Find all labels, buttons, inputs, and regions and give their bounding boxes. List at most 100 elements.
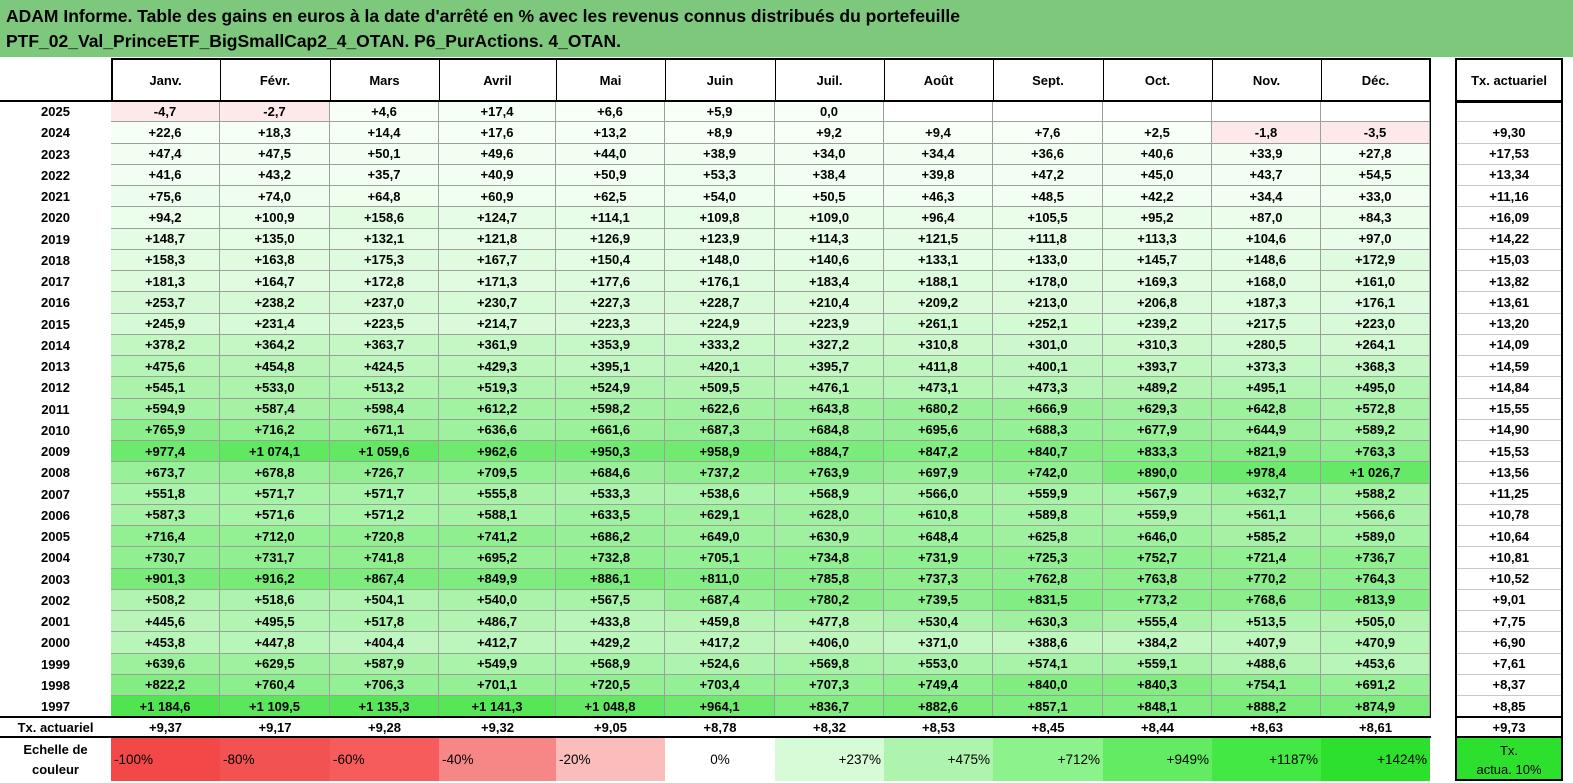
table-cell: +768,6 bbox=[1212, 589, 1321, 611]
annual-rate-cell: +17,53 bbox=[1455, 143, 1563, 165]
table-cell: +568,9 bbox=[775, 483, 884, 505]
table-cell: +763,8 bbox=[1103, 568, 1212, 590]
table-cell: +17,4 bbox=[439, 101, 556, 123]
table-cell: +214,7 bbox=[439, 313, 556, 335]
table-cell: +44,0 bbox=[556, 143, 665, 165]
color-scale-step: +475% bbox=[884, 738, 993, 781]
table-cell: +177,6 bbox=[556, 271, 665, 293]
table-cell: +420,1 bbox=[665, 356, 775, 378]
table-cell: +840,3 bbox=[1103, 674, 1212, 696]
table-cell: +730,7 bbox=[111, 547, 220, 569]
table-cell: +488,6 bbox=[1212, 653, 1321, 675]
table-cell: +161,0 bbox=[1321, 271, 1430, 293]
table-cell: +109,8 bbox=[665, 207, 775, 229]
table-cell: +555,4 bbox=[1103, 611, 1212, 633]
month-header-10: Oct. bbox=[1144, 72, 1171, 88]
table-cell: +495,5 bbox=[220, 611, 330, 633]
table-cell: +176,1 bbox=[1321, 292, 1430, 314]
table-cell: +411,8 bbox=[884, 356, 993, 378]
table-cell: +513,2 bbox=[330, 377, 439, 399]
annual-rate-cell: +9,30 bbox=[1455, 122, 1563, 144]
annual-rate-header: Tx. actuariel bbox=[1471, 72, 1547, 88]
table-cell: +87,0 bbox=[1212, 207, 1321, 229]
table-cell: +371,0 bbox=[884, 632, 993, 654]
table-cell: +572,8 bbox=[1321, 398, 1430, 420]
table-cell: +429,2 bbox=[556, 632, 665, 654]
table-cell: +642,8 bbox=[1212, 398, 1321, 420]
table-cell: +712,0 bbox=[220, 526, 330, 548]
table-cell: +163,8 bbox=[220, 249, 330, 271]
table-cell: +519,3 bbox=[439, 377, 556, 399]
month-header-3: Mars bbox=[369, 72, 400, 88]
table-cell: +739,5 bbox=[884, 589, 993, 611]
table-cell: +50,5 bbox=[775, 186, 884, 208]
table-cell: +716,2 bbox=[220, 419, 330, 441]
color-scale-label: Echelle de couleur bbox=[0, 738, 111, 781]
footer-rate-cell: +9,17 bbox=[220, 717, 330, 738]
table-cell: +847,2 bbox=[884, 441, 993, 463]
table-cell: +33,9 bbox=[1212, 143, 1321, 165]
table-cell: +508,2 bbox=[111, 589, 220, 611]
table-cell: +475,6 bbox=[111, 356, 220, 378]
table-cell: +567,9 bbox=[1103, 483, 1212, 505]
table-cell: +227,3 bbox=[556, 292, 665, 314]
table-cell: +890,0 bbox=[1103, 462, 1212, 484]
table-cell: +477,8 bbox=[775, 611, 884, 633]
year-label: 2000 bbox=[41, 635, 70, 651]
year-label: 2011 bbox=[41, 401, 70, 417]
table-cell: +731,9 bbox=[884, 547, 993, 569]
table-cell: +60,9 bbox=[439, 186, 556, 208]
table-cell: +40,9 bbox=[439, 164, 556, 186]
table-cell: +588,2 bbox=[1321, 483, 1430, 505]
table-cell: +811,0 bbox=[665, 568, 775, 590]
table-cell: +96,4 bbox=[884, 207, 993, 229]
table-cell: +47,2 bbox=[993, 164, 1103, 186]
annual-rate-cell: +11,16 bbox=[1455, 186, 1563, 208]
table-cell: +178,0 bbox=[993, 271, 1103, 293]
table-cell bbox=[1212, 101, 1321, 123]
table-cell bbox=[1321, 101, 1430, 123]
table-cell: +237,0 bbox=[330, 292, 439, 314]
year-label: 2005 bbox=[41, 529, 70, 545]
right-border-body bbox=[1430, 101, 1431, 718]
table-cell: +223,9 bbox=[775, 313, 884, 335]
table-cell: +40,6 bbox=[1103, 143, 1212, 165]
year-label: 2024 bbox=[41, 125, 70, 141]
annual-rate-cell: +14,22 bbox=[1455, 228, 1563, 250]
table-cell: +749,4 bbox=[884, 674, 993, 696]
table-cell: +568,9 bbox=[556, 653, 665, 675]
table-cell: +75,6 bbox=[111, 186, 220, 208]
table-cell: +39,8 bbox=[884, 164, 993, 186]
table-cell: +916,2 bbox=[220, 568, 330, 590]
table-cell: +49,6 bbox=[439, 143, 556, 165]
table-cell: +950,3 bbox=[556, 441, 665, 463]
table-cell: +333,2 bbox=[665, 334, 775, 356]
color-scale-rate: Tx. actua. 10% bbox=[1455, 738, 1563, 781]
table-cell: +17,6 bbox=[439, 122, 556, 144]
table-cell: +770,2 bbox=[1212, 568, 1321, 590]
table-cell: +629,5 bbox=[220, 653, 330, 675]
table-cell: +454,8 bbox=[220, 356, 330, 378]
table-cell: +741,2 bbox=[439, 526, 556, 548]
table-cell: +395,1 bbox=[556, 356, 665, 378]
table-cell: +388,6 bbox=[993, 632, 1103, 654]
table-cell: +495,0 bbox=[1321, 377, 1430, 399]
table-cell: +760,4 bbox=[220, 674, 330, 696]
table-cell: +661,6 bbox=[556, 419, 665, 441]
table-cell: +585,2 bbox=[1212, 526, 1321, 548]
annual-rate-cell: +8,37 bbox=[1455, 674, 1563, 696]
table-cell: +424,5 bbox=[330, 356, 439, 378]
table-cell: -2,7 bbox=[220, 101, 330, 123]
table-cell: +962,6 bbox=[439, 441, 556, 463]
table-cell: +5,9 bbox=[665, 101, 775, 123]
table-cell: +109,0 bbox=[775, 207, 884, 229]
table-cell: +765,9 bbox=[111, 419, 220, 441]
annual-rate-cell: +13,34 bbox=[1455, 164, 1563, 186]
table-cell: +559,9 bbox=[993, 483, 1103, 505]
annual-rate-cell: +14,90 bbox=[1455, 419, 1563, 441]
table-cell bbox=[993, 101, 1103, 123]
table-cell: +822,2 bbox=[111, 674, 220, 696]
table-cell: +538,6 bbox=[665, 483, 775, 505]
table-cell: +742,0 bbox=[993, 462, 1103, 484]
color-scale-step: +1424% bbox=[1321, 738, 1430, 781]
